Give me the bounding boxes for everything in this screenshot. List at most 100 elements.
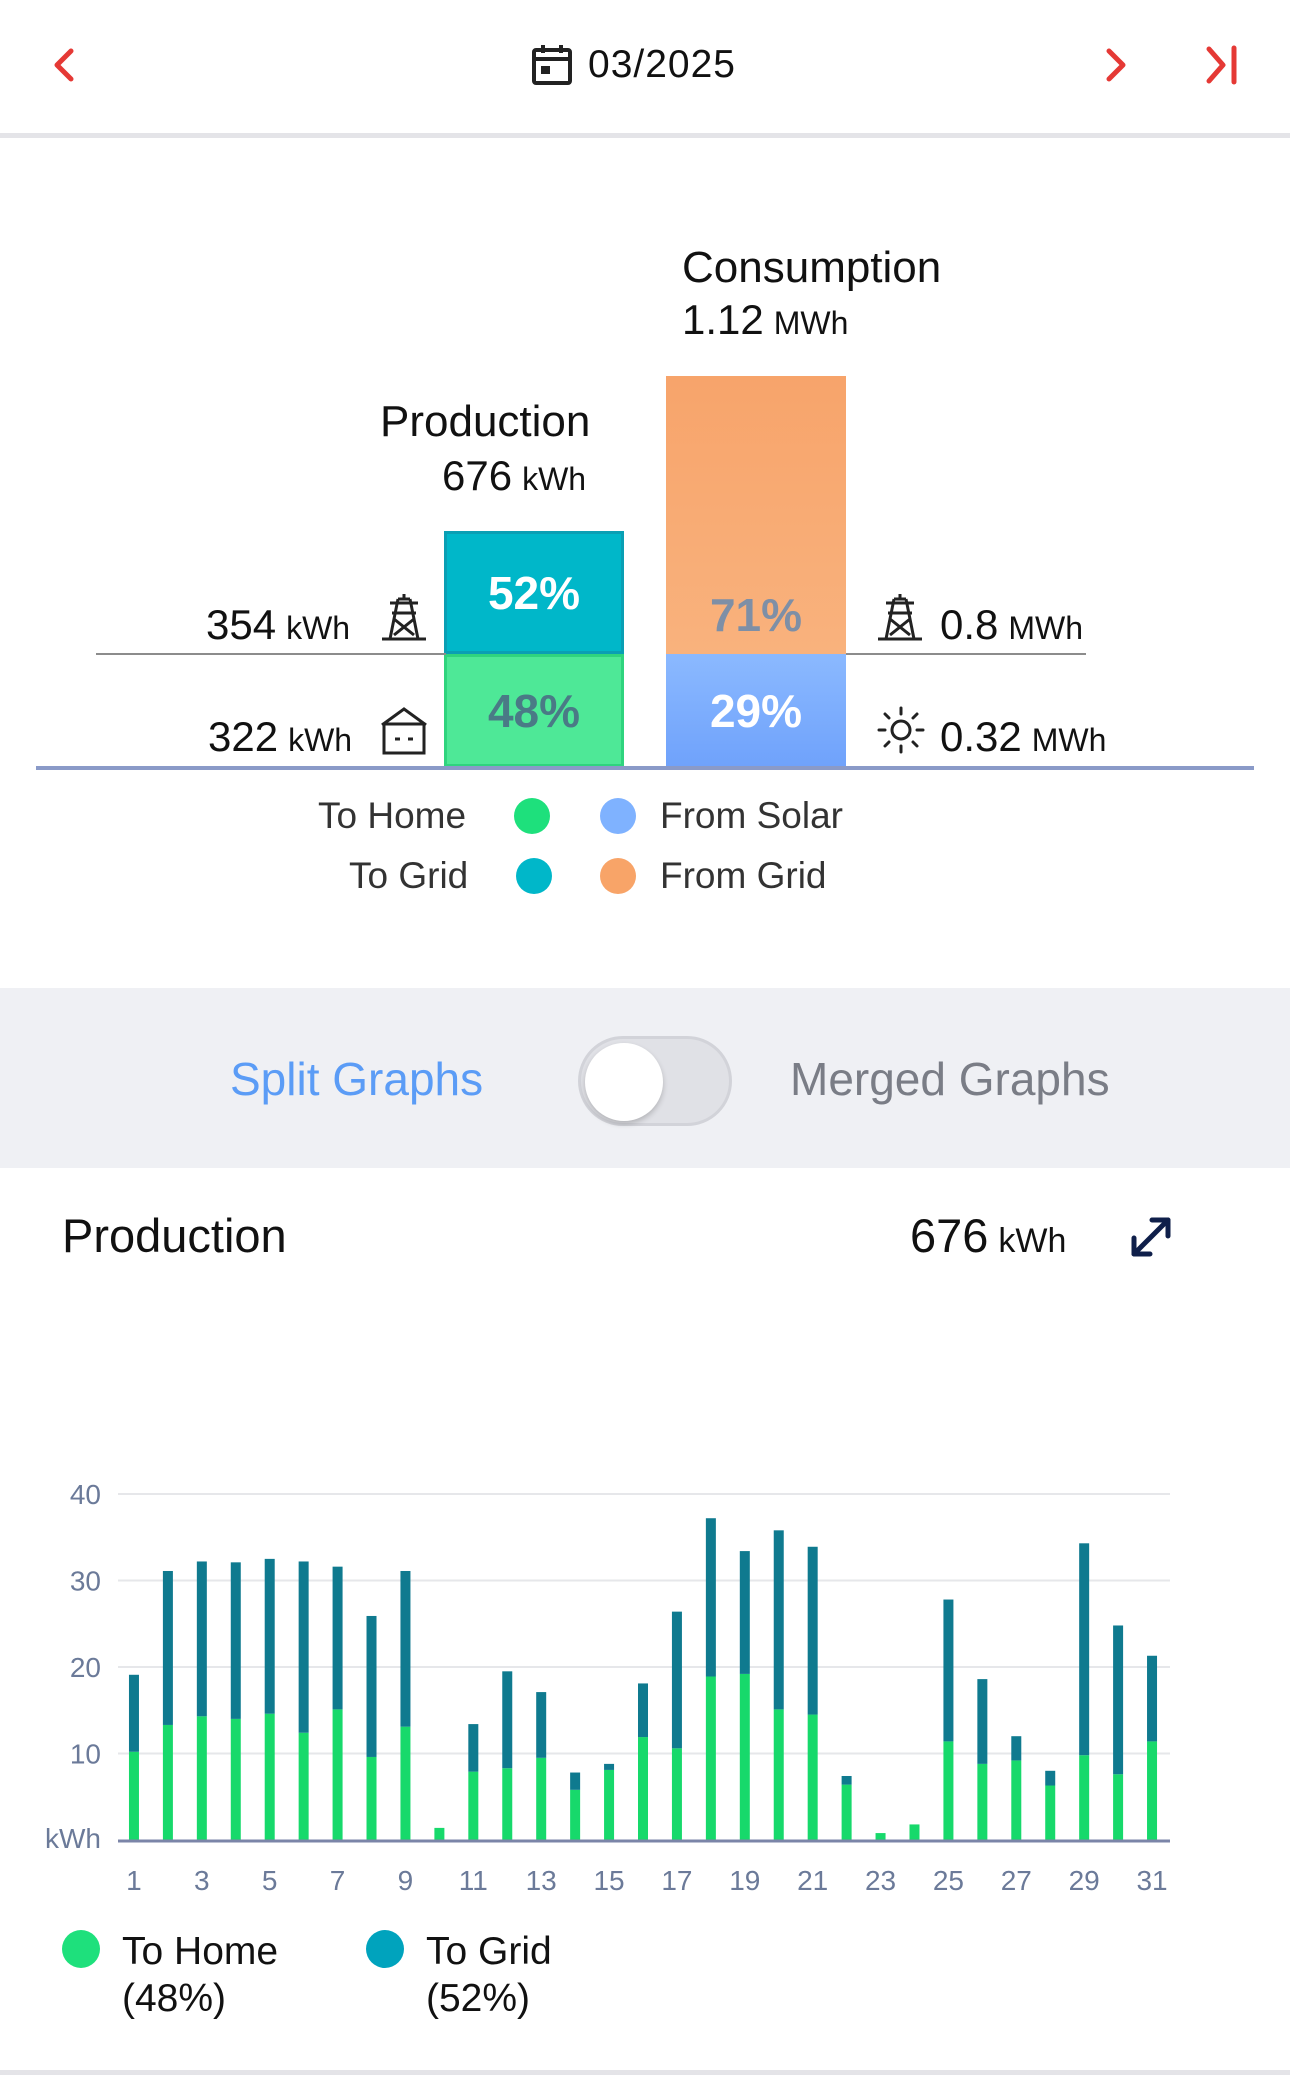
bottom-divider [0,2070,1290,2075]
consumption-title: Consumption [682,243,942,292]
x-tick-label: 5 [262,1865,278,1896]
chevron-left-icon [54,48,74,82]
merged-graphs-label[interactable]: Merged Graphs [790,1053,1110,1105]
bar-to-home [943,1741,954,1840]
x-tick-label: 17 [661,1865,692,1896]
calendar-icon [532,45,572,85]
bar-to-home [264,1713,275,1840]
bar-to-home [332,1709,343,1840]
x-tick-label: 15 [593,1865,624,1896]
chart-total: 676 kWh [910,1209,1067,1262]
consumption-value: 1.12 MWh [682,296,849,343]
bar-to-home [841,1784,852,1840]
y-tick-label: 10 [70,1739,101,1770]
bar-to-grid [196,1561,207,1717]
production-title: Production [380,397,591,446]
bar-to-home [875,1833,886,1840]
bar-to-home [909,1824,920,1840]
bar-to-grid [230,1562,241,1719]
consumption-from-grid-bar: 71% [666,376,846,654]
x-tick-label: 25 [933,1865,964,1896]
bar-to-home [570,1789,581,1840]
bar-to-grid [264,1558,275,1714]
x-tick-label: 1 [126,1865,142,1896]
bar-to-home [128,1751,139,1840]
to-home-legend-pct: (48%) [122,1977,227,2020]
month-picker[interactable]: 03/2025 [530,38,736,92]
bar-to-grid [773,1530,784,1710]
bar-to-grid [671,1611,682,1749]
bar-to-grid [943,1599,954,1742]
next-month-button[interactable] [1080,30,1150,100]
to-grid-legend-label: To Grid [426,1930,552,1973]
from-solar-dot [600,798,636,834]
bar-to-grid [1113,1625,1124,1775]
bar-to-home [366,1756,377,1840]
from-grid-dot [600,858,636,894]
bar-to-home [298,1732,309,1840]
bar-to-grid [502,1671,513,1769]
production-to-home-bar: 48% [444,654,624,767]
graph-mode-switch[interactable] [578,1036,732,1126]
bar-to-grid [807,1546,818,1715]
legend-from-grid: From Grid [600,855,827,897]
bar-to-home [1045,1785,1056,1840]
graph-mode-toggle-bar: Split Graphs Merged Graphs [0,988,1290,1168]
to-home-legend-label: To Home [122,1930,279,1973]
last-month-button[interactable] [1186,30,1256,100]
bar-to-grid [536,1692,547,1758]
bar-to-grid [977,1679,988,1764]
production-value: 676 kWh [442,452,587,499]
bar-to-grid [162,1570,173,1725]
to-home-value: 322 kWh [208,713,353,760]
bar-to-grid [332,1566,343,1710]
bar-to-grid [570,1772,581,1790]
split-graphs-label[interactable]: Split Graphs [230,1053,484,1105]
bar-to-home [1147,1741,1158,1840]
x-tick-label: 3 [194,1865,210,1896]
bar-to-home [671,1748,682,1840]
bar-to-grid [1045,1770,1056,1786]
top-bar: 03/2025 [0,0,1290,138]
bar-to-home [434,1827,445,1840]
x-tick-label: 11 [459,1865,488,1896]
bar-to-home [502,1768,513,1840]
previous-month-button[interactable] [30,30,100,100]
legend-from-solar: From Solar [600,795,843,837]
from-grid-value: 0.8 MWh [940,601,1084,648]
bar-to-home [1113,1774,1124,1840]
bar-to-grid [1079,1543,1090,1756]
y-tick-label: 30 [70,1566,101,1597]
skip-to-end-icon [1206,45,1237,85]
bar-to-grid [128,1674,139,1752]
bar-to-home [638,1737,648,1840]
expand-icon[interactable] [1126,1212,1176,1262]
x-tick-label: 13 [526,1865,557,1896]
bar-to-grid [841,1775,852,1785]
sun-icon [877,706,925,754]
left-divider-line [96,653,446,655]
selected-month: 03/2025 [588,43,736,86]
to-grid-value: 354 kWh [206,601,351,648]
y-tick-label: 40 [70,1479,101,1510]
chart-legend-to-home: To Home (48%) [62,1928,278,2022]
chart-legend-to-grid: To Grid (52%) [366,1928,552,2022]
from-solar-value: 0.32 MWh [940,713,1107,760]
to-home-dot [514,798,551,834]
to-grid-dot [516,858,553,894]
bar-to-grid [1147,1655,1158,1742]
bar-to-home [230,1718,241,1840]
chevron-right-icon [1106,48,1126,82]
bar-to-grid [705,1518,716,1677]
bar-to-home [705,1676,716,1840]
bar-to-home [1011,1760,1022,1840]
bar-to-home [773,1709,784,1840]
bar-to-grid [638,1683,648,1738]
x-tick-label: 7 [330,1865,346,1896]
home-icon [381,707,427,755]
bar-to-grid [1011,1736,1022,1761]
right-divider-line [846,653,1086,655]
x-tick-label: 29 [1069,1865,1100,1896]
bar-to-grid [468,1724,479,1772]
